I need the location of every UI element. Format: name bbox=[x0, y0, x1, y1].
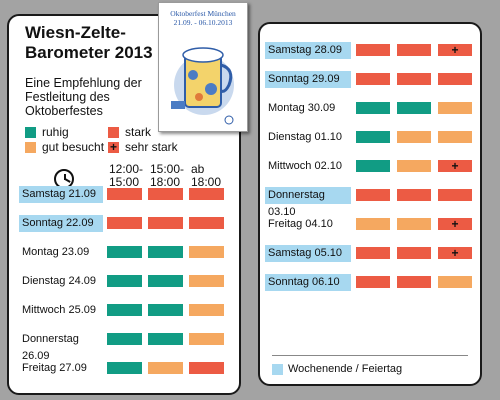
crowd-level-cell bbox=[397, 73, 431, 85]
crowd-level-cell bbox=[107, 188, 142, 200]
footer-divider bbox=[272, 355, 468, 356]
crowd-level-cell bbox=[356, 44, 390, 56]
crowd-level-cell bbox=[356, 102, 390, 114]
day-label: Montag 23.09 bbox=[22, 246, 90, 258]
crowd-level-cell bbox=[107, 362, 142, 374]
crowd-level-cell bbox=[189, 246, 224, 258]
legend-label-gut-besucht: gut besucht bbox=[42, 140, 105, 154]
sehr-stark-plus-mark: + bbox=[451, 43, 459, 57]
crowd-level-cell bbox=[397, 189, 431, 201]
legend-label-ruhig: ruhig bbox=[42, 125, 69, 139]
legend-label-weekend: Wochenende / Feiertag bbox=[288, 363, 403, 375]
day-label: Sonntag 22.09 bbox=[19, 215, 103, 232]
sehr-stark-plus-mark: + bbox=[451, 246, 459, 260]
sehr-stark-plus-mark: + bbox=[451, 217, 459, 231]
page-subtitle: Eine Empfehlung der Festleitung des Okto… bbox=[25, 76, 142, 118]
day-label: Montag 30.09 bbox=[268, 102, 336, 114]
crowd-level-cell bbox=[148, 304, 183, 316]
crowd-level-cell: + bbox=[438, 247, 472, 259]
crowd-level-cell bbox=[107, 246, 142, 258]
crowd-level-cell bbox=[107, 275, 142, 287]
time-slot-2: 15:00- 18:00 bbox=[150, 163, 184, 189]
day-label: Sonntag 29.09 bbox=[265, 71, 351, 88]
crowd-level-cell bbox=[438, 189, 472, 201]
crowd-level-cell bbox=[107, 217, 142, 229]
crowd-level-cell bbox=[397, 44, 431, 56]
day-label: Dienstag 24.09 bbox=[22, 275, 96, 287]
crowd-level-cell bbox=[148, 246, 183, 258]
crowd-level-cell bbox=[397, 102, 431, 114]
crowd-level-cell bbox=[397, 276, 431, 288]
poster-dates: 21.09. - 06.10.2013 bbox=[173, 18, 233, 27]
day-label: Dienstag 01.10 bbox=[268, 131, 342, 143]
crowd-level-cell bbox=[438, 131, 472, 143]
day-label: Donnerstag 26.09 bbox=[22, 333, 79, 362]
crowd-level-cell bbox=[189, 333, 224, 345]
crowd-level-cell: + bbox=[438, 218, 472, 230]
time-slot-2-line1: 15:00- bbox=[150, 162, 185, 176]
crowd-level-cell bbox=[148, 188, 183, 200]
time-slot-3-line2: 18:00 bbox=[191, 175, 222, 189]
right-panel: Samstag 28.09 + Sonntag 29.09 Montag 30.09 D… bbox=[258, 22, 482, 386]
crowd-level-cell bbox=[356, 218, 390, 230]
day-label: Freitag 27.09 bbox=[22, 362, 87, 374]
legend-label-stark: stark bbox=[125, 125, 152, 139]
poster-text: Oktoberfest München 21.09. - 06.10.2013 bbox=[159, 9, 247, 27]
legend-label-sehr-stark: sehr stark bbox=[125, 140, 178, 154]
day-label: Freitag 04.10 bbox=[268, 218, 333, 230]
day-label: Samstag 28.09 bbox=[265, 42, 351, 59]
crowd-level-cell bbox=[397, 218, 431, 230]
crowd-level-cell bbox=[148, 217, 183, 229]
time-slot-3-line1: ab bbox=[191, 162, 205, 176]
day-label: Samstag 05.10 bbox=[265, 245, 351, 262]
crowd-level-cell bbox=[189, 188, 224, 200]
crowd-level-cell bbox=[189, 362, 224, 374]
day-label: Mittwoch 25.09 bbox=[22, 304, 96, 316]
crowd-level-cell: + bbox=[438, 44, 472, 56]
crowd-level-cell bbox=[397, 131, 431, 143]
time-slot-3: ab 18:00 bbox=[191, 163, 221, 189]
time-slot-1-line2: 15:00 bbox=[109, 175, 140, 189]
crowd-level-cell bbox=[438, 102, 472, 114]
crowd-level-cell bbox=[107, 304, 142, 316]
legend-swatch-gut-besucht bbox=[25, 142, 36, 153]
crowd-level-cell bbox=[356, 160, 390, 172]
crowd-level-cell: + bbox=[438, 160, 472, 172]
crowd-level-cell bbox=[189, 217, 224, 229]
crowd-level-cell bbox=[356, 247, 390, 259]
oktoberfest-poster-image: Oktoberfest München 21.09. - 06.10.2013 bbox=[158, 2, 248, 132]
legend-swatch-sehr-stark bbox=[108, 142, 119, 153]
crowd-level-cell bbox=[356, 73, 390, 85]
crowd-level-cell bbox=[356, 131, 390, 143]
crowd-level-cell bbox=[356, 276, 390, 288]
time-slot-2-line2: 18:00 bbox=[150, 175, 181, 189]
legend-plus-mark: + bbox=[109, 140, 117, 154]
crowd-level-cell bbox=[189, 304, 224, 316]
time-slot-1: 12:00- 15:00 bbox=[109, 163, 143, 189]
day-label: Mittwoch 02.10 bbox=[268, 160, 342, 172]
poster-title: Oktoberfest München bbox=[170, 9, 236, 18]
page-title: Wiesn-Zelte-Barometer 2013 bbox=[25, 23, 153, 62]
day-label: Sonntag 06.10 bbox=[265, 274, 351, 291]
crowd-level-cell bbox=[148, 333, 183, 345]
legend-swatch-weekend bbox=[272, 364, 283, 375]
crowd-level-cell bbox=[397, 247, 431, 259]
legend-swatch-ruhig bbox=[25, 127, 36, 138]
crowd-level-cell bbox=[356, 189, 390, 201]
crowd-level-cell bbox=[438, 73, 472, 85]
crowd-level-cell bbox=[148, 362, 183, 374]
day-label: Donnerstag 03.10 bbox=[265, 187, 351, 218]
crowd-level-cell bbox=[438, 276, 472, 288]
crowd-level-cell bbox=[107, 333, 142, 345]
crowd-level-cell bbox=[397, 160, 431, 172]
time-slot-1-line1: 12:00- bbox=[109, 162, 144, 176]
crowd-level-cell bbox=[148, 275, 183, 287]
poster-art bbox=[159, 3, 247, 131]
day-label: Samstag 21.09 bbox=[19, 186, 103, 203]
crowd-level-cell bbox=[189, 275, 224, 287]
sehr-stark-plus-mark: + bbox=[451, 159, 459, 173]
legend-swatch-stark bbox=[108, 127, 119, 138]
